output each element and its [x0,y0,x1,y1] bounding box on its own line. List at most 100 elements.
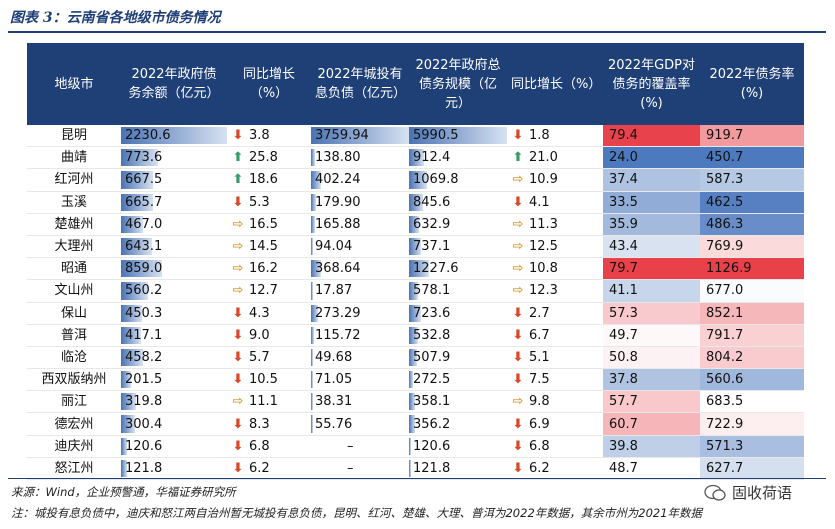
total-yoy-cell: ⬇ 6.2 [507,457,603,481]
total-yoy-cell-value: 2.7 [529,305,550,321]
gov-yoy-cell-value: 5.7 [249,349,270,365]
total-yoy-cell: ⇨ 10.8 [507,257,603,281]
data-bar [311,393,313,411]
data-bar [409,171,427,189]
coverage-cell-value: 48.7 [609,460,638,476]
city-name: 楚雄州 [54,216,94,232]
ratio-cell-value: 627.7 [706,460,744,476]
lgfv-cell: 402.24 [311,168,409,192]
lgfv-cell-value: 38.31 [315,394,353,410]
data-bar [121,348,143,367]
data-bar [409,282,419,300]
gov-debt-cell-value: 121.8 [125,460,163,476]
gov-yoy-cell-value: 4.3 [249,305,270,321]
total-yoy-cell-value: 6.8 [529,438,550,454]
coverage-cell-value: 57.7 [609,394,638,410]
coverage-cell: 37.4 [603,168,700,192]
total-yoy-cell: ⇨ 10.9 [507,168,603,192]
gov-yoy-cell-value: 12.7 [249,283,278,299]
data-bar [311,304,319,322]
city-cell: 怒江州 [27,457,121,481]
table-row: 大理州 643.1 ⇨ 14.5 94.04 737.1 ⇨ 12.5 43.4 769.9 [27,235,804,259]
gov-yoy-cell: ⬇ 8.3 [227,412,311,436]
total-cell-value: 632.9 [413,216,451,232]
arrow-down-icon: ⬇ [232,416,244,432]
gov-debt-cell: 560.2 [121,279,227,303]
header-total: 2022年政府总债务规模（亿元） [409,43,507,125]
ratio-cell-value: 462.5 [706,194,744,210]
total-cell-value: 507.9 [413,349,451,365]
ratio-cell: 450.7 [700,146,804,170]
data-bar [121,215,144,233]
ratio-cell: 683.5 [700,390,804,414]
lgfv-cell-value: 115.72 [315,327,361,343]
city-name: 大理州 [54,239,94,255]
header-gov-debt: 2022年政府债务余额（亿元） [121,43,227,125]
data-bar [409,459,411,477]
data-bar [409,326,418,344]
total-yoy-cell-value: 5.1 [529,349,550,365]
gov-yoy-cell-value: 18.6 [249,172,278,188]
coverage-cell-value: 79.4 [609,128,638,144]
gov-yoy-cell: ⬇ 10.5 [227,368,311,392]
total-yoy-cell-value: 11.3 [529,216,558,232]
total-yoy-cell-value: 9.8 [529,394,550,410]
lgfv-cell: 17.87 [311,279,409,303]
gov-yoy-cell-value: 8.3 [249,416,270,432]
city-name: 德宏州 [54,416,94,432]
table-row: 玉溪 665.7 ⬇ 5.3 179.90 845.6 ⬇ 4.1 33.5 462.5 [27,191,804,214]
city-name: 怒江州 [54,460,94,476]
total-yoy-cell: ⬇ 4.1 [507,191,603,214]
lgfv-cell: 273.29 [311,302,409,325]
gov-yoy-cell: ⬇ 5.7 [227,346,311,370]
total-cell: 1069.8 [409,168,507,192]
ratio-cell-value: 560.6 [706,372,744,388]
table-row: 怒江州 121.8 ⬇ 6.2 – 121.8 ⬇ 6.2 48.7 627.7 [27,457,804,481]
total-cell: 358.1 [409,390,507,414]
header-gov-yoy: 同比增长（%） [227,43,311,125]
data-bar [409,371,414,389]
arrow-down-icon: ⬇ [512,372,524,388]
table-row: 迪庆州 120.6 ⬇ 6.8 – 120.6 ⬇ 6.8 39.8 571.3 [27,435,804,458]
lgfv-cell-value: 94.04 [315,239,353,255]
total-yoy-cell-value: 12.3 [529,283,558,299]
total-yoy-cell-value: 21.0 [529,150,558,166]
ratio-cell-value: 852.1 [706,305,744,321]
total-cell: 120.6 [409,435,507,458]
city-cell: 普洱 [27,324,121,347]
coverage-cell-value: 60.7 [609,416,638,432]
city-cell: 昆明 [27,125,121,148]
ratio-cell-value: 919.7 [706,128,744,144]
city-name: 昆明 [60,128,87,144]
total-yoy-cell: ⬇ 6.7 [507,324,603,347]
city-cell: 迪庆州 [27,435,121,458]
bottom-divider [8,478,826,479]
lgfv-cell-value: – [347,438,354,454]
data-bar [121,326,141,344]
city-cell: 玉溪 [27,191,121,214]
ratio-cell: 560.6 [700,368,804,392]
data-bar [121,415,136,433]
data-bar [121,149,158,167]
gov-yoy-cell-value: 10.5 [249,372,278,388]
gov-yoy-cell: ⇨ 16.5 [227,213,311,236]
coverage-cell: 79.4 [603,125,700,148]
gov-debt-cell-value: 667.5 [125,172,163,188]
lgfv-cell-value: 273.29 [315,305,361,321]
gov-debt-cell-value: 643.1 [125,239,163,255]
table-row: 红河州 667.5 ⬆ 18.6 402.24 1069.8 ⇨ 10.9 37.4 587.3 [27,168,804,192]
arrow-right-icon: ⇨ [232,261,244,277]
city-name: 临沧 [60,349,87,365]
data-bar [121,171,153,189]
header-lgfv: 2022年城投有息负债（亿元） [311,43,409,125]
city-name: 丽江 [60,394,87,410]
city-cell: 西双版纳州 [27,368,121,392]
data-bar [121,459,127,477]
lgfv-cell: 368.64 [311,257,409,281]
ratio-cell: 852.1 [700,302,804,325]
ratio-cell-value: 1126.9 [706,261,752,277]
arrow-right-icon: ⇨ [512,216,524,232]
total-cell-value: 737.1 [413,239,451,255]
total-cell: 723.6 [409,302,507,325]
total-yoy-cell-value: 6.7 [529,327,550,343]
